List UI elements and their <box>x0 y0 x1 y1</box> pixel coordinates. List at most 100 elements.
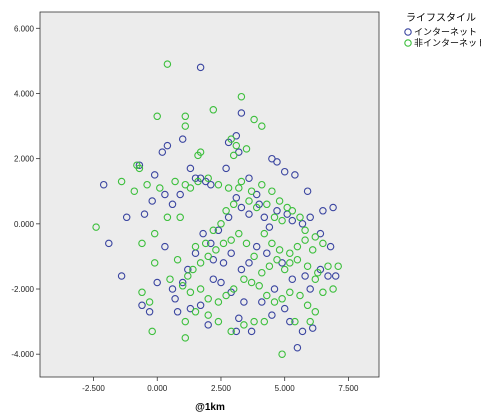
point-non-internet <box>303 301 312 310</box>
point-internet <box>298 327 307 336</box>
point-non-internet <box>291 317 299 326</box>
point-non-internet <box>240 275 248 283</box>
point-non-internet <box>181 180 190 189</box>
point-non-internet <box>288 207 297 215</box>
point-internet <box>235 314 243 323</box>
point-internet <box>150 171 159 179</box>
legend-marker-non-internet <box>404 39 412 47</box>
point-internet <box>207 180 215 189</box>
point-internet <box>237 203 246 212</box>
point-non-internet <box>148 327 156 336</box>
point-non-internet <box>286 288 294 297</box>
point-non-internet <box>278 295 286 303</box>
point-non-internet <box>214 180 223 189</box>
point-non-internet <box>263 200 271 209</box>
point-internet <box>293 343 302 352</box>
point-non-internet <box>204 174 212 182</box>
point-non-internet <box>283 203 291 212</box>
y-tick-label: 4.000 <box>14 89 35 98</box>
point-non-internet <box>214 317 223 326</box>
point-non-internet <box>258 122 266 130</box>
point-non-internet <box>117 177 126 186</box>
point-non-internet <box>212 246 220 254</box>
y-tick-label: -4.000 <box>11 350 34 359</box>
point-non-internet <box>273 255 281 264</box>
point-internet <box>298 220 307 228</box>
point-internet <box>148 197 156 205</box>
point-non-internet <box>196 285 205 293</box>
point-non-internet <box>204 295 212 303</box>
point-internet <box>209 275 218 283</box>
point-internet <box>301 272 309 280</box>
point-internet <box>214 226 223 235</box>
y-tick-label: 2.000 <box>14 155 35 164</box>
point-internet <box>140 210 149 218</box>
point-internet <box>199 229 207 238</box>
point-internet <box>168 285 177 293</box>
point-non-internet <box>329 285 337 293</box>
point-non-internet <box>191 308 200 316</box>
point-non-internet <box>268 239 276 248</box>
point-internet <box>245 174 253 182</box>
point-internet <box>331 272 340 280</box>
point-non-internet <box>153 112 161 121</box>
point-non-internet <box>222 291 230 300</box>
point-internet <box>227 249 235 257</box>
point-non-internet <box>224 184 233 192</box>
point-non-internet <box>166 275 174 283</box>
point-internet <box>209 255 218 264</box>
point-non-internet <box>227 236 235 244</box>
point-non-internet <box>178 282 187 290</box>
point-internet <box>117 272 126 280</box>
point-internet <box>240 298 248 306</box>
point-non-internet <box>306 317 314 326</box>
point-internet <box>280 167 289 176</box>
point-internet <box>247 327 256 336</box>
point-non-internet <box>237 177 246 186</box>
legend: ライフスタイル インターネット 非インターネット <box>404 12 481 48</box>
point-non-internet <box>143 180 151 189</box>
point-internet <box>306 213 314 222</box>
point-internet <box>178 278 187 287</box>
point-non-internet <box>296 291 304 300</box>
point-non-internet <box>258 268 266 277</box>
point-internet <box>265 223 274 231</box>
point-non-internet <box>296 213 304 222</box>
legend-label-internet: インターネット <box>414 27 477 37</box>
point-internet <box>186 164 195 173</box>
point-non-internet <box>252 203 261 212</box>
point-non-internet <box>181 317 190 326</box>
point-non-internet <box>263 291 271 300</box>
point-internet <box>252 242 261 251</box>
point-non-internet <box>265 262 274 270</box>
point-non-internet <box>301 236 309 244</box>
point-non-internet <box>204 252 212 261</box>
point-internet <box>268 311 276 319</box>
point-internet <box>288 216 297 225</box>
legend-label-non-internet: 非インターネット <box>414 37 481 48</box>
point-internet <box>153 278 161 287</box>
point-non-internet <box>229 200 238 209</box>
point-internet <box>122 213 131 222</box>
point-non-internet <box>232 141 241 150</box>
point-internet <box>303 187 312 195</box>
point-internet <box>273 207 281 215</box>
point-non-internet <box>311 275 320 283</box>
point-internet <box>286 317 294 326</box>
point-internet <box>329 203 337 212</box>
point-non-internet <box>250 252 258 261</box>
point-non-internet <box>163 213 172 222</box>
point-non-internet <box>286 249 294 257</box>
point-internet <box>176 190 184 199</box>
point-non-internet <box>237 92 246 101</box>
point-internet <box>105 239 113 248</box>
point-internet <box>245 210 253 218</box>
point-non-internet <box>191 242 200 251</box>
point-internet <box>291 171 299 179</box>
point-internet <box>99 180 108 189</box>
x-tick-label: 7.500 <box>338 384 359 393</box>
point-non-internet <box>217 220 225 228</box>
point-non-internet <box>260 229 269 238</box>
legend-title: ライフスタイル <box>406 12 476 24</box>
point-non-internet <box>156 184 164 192</box>
